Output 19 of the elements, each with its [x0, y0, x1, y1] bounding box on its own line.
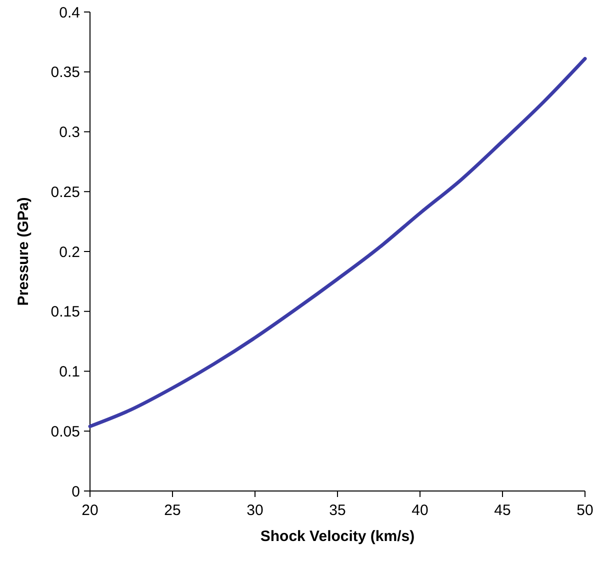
y-tick-label: 0.15 — [50, 304, 80, 321]
x-tick-label: 45 — [494, 502, 511, 519]
y-tick-label: 0 — [72, 483, 80, 500]
x-tick-label: 25 — [164, 502, 181, 519]
x-axis-title: Shock Velocity (km/s) — [260, 528, 415, 545]
x-tick-label: 50 — [576, 502, 594, 519]
x-tick-label: 30 — [246, 502, 264, 519]
y-tick-label: 0.1 — [59, 364, 80, 380]
y-tick-label: 0.35 — [50, 64, 80, 82]
line-series — [88, 56, 587, 428]
y-axis-title: Pressure (GPa) — [15, 197, 32, 306]
x-tick-label: 35 — [329, 502, 346, 519]
x-tick-label: 20 — [82, 502, 98, 519]
y-tick-label: 0.3 — [59, 124, 80, 141]
y-tick-label: 0.05 — [50, 423, 80, 440]
y-tick-label: 0.2 — [59, 244, 80, 261]
y-tick-label: 0.25 — [50, 184, 80, 201]
x-tick-label: 40 — [412, 502, 428, 519]
y-tick-label: 0.4 — [59, 4, 80, 22]
